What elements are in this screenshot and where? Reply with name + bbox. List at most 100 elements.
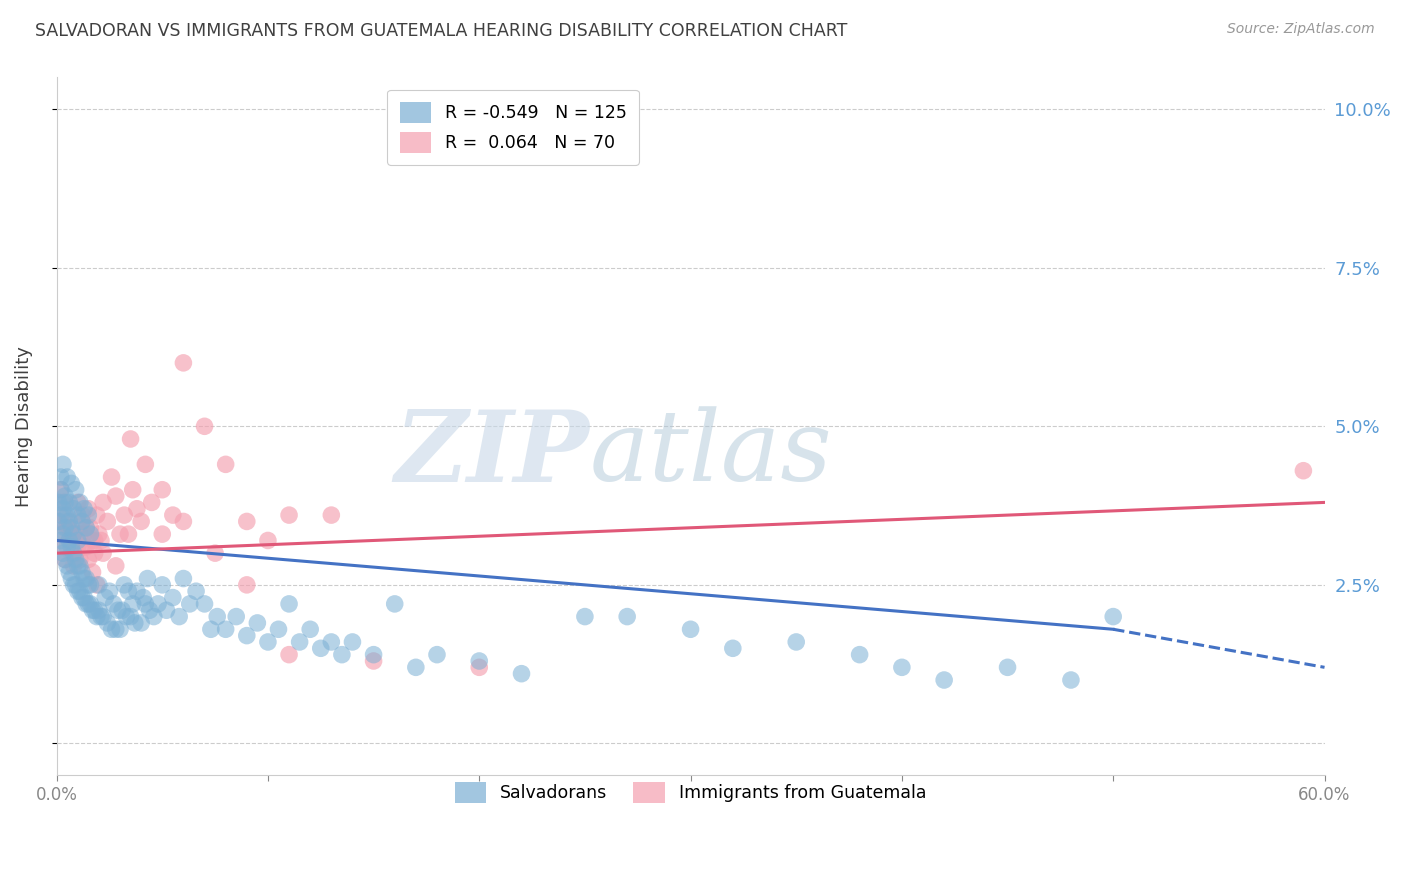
- Point: [48, 515, 70, 529]
- Point: [205, 609, 228, 624]
- Point: [60, 476, 83, 491]
- Point: [426, 648, 449, 662]
- Point: [785, 635, 807, 649]
- Point: [278, 648, 301, 662]
- Point: [69, 527, 91, 541]
- Point: [52, 546, 75, 560]
- Point: [79, 597, 101, 611]
- Point: [150, 527, 173, 541]
- Point: [58, 533, 80, 548]
- Point: [70, 515, 93, 529]
- Point: [56, 558, 79, 573]
- Point: [62, 578, 84, 592]
- Point: [82, 533, 104, 548]
- Point: [138, 603, 160, 617]
- Point: [108, 622, 131, 636]
- Point: [129, 615, 152, 630]
- Point: [179, 597, 201, 611]
- Point: [73, 527, 96, 541]
- Point: [172, 515, 194, 529]
- Point: [96, 515, 118, 529]
- Point: [574, 609, 596, 624]
- Point: [200, 622, 222, 636]
- Point: [49, 527, 72, 541]
- Text: Source: ZipAtlas.com: Source: ZipAtlas.com: [1227, 22, 1375, 37]
- Point: [121, 483, 143, 497]
- Point: [112, 508, 135, 522]
- Point: [60, 533, 83, 548]
- Point: [167, 609, 190, 624]
- Point: [108, 527, 131, 541]
- Point: [60, 540, 83, 554]
- Point: [134, 458, 156, 472]
- Point: [132, 591, 155, 605]
- Point: [69, 495, 91, 509]
- Point: [87, 603, 110, 617]
- Point: [679, 622, 702, 636]
- Point: [53, 489, 76, 503]
- Point: [75, 597, 97, 611]
- Point: [299, 622, 322, 636]
- Point: [155, 603, 177, 617]
- Point: [65, 552, 87, 566]
- Point: [342, 635, 364, 649]
- Point: [104, 622, 127, 636]
- Point: [204, 546, 226, 560]
- Point: [56, 515, 79, 529]
- Point: [117, 527, 139, 541]
- Point: [77, 552, 100, 566]
- Point: [468, 654, 491, 668]
- Point: [162, 508, 184, 522]
- Point: [267, 622, 290, 636]
- Point: [104, 558, 127, 573]
- Point: [405, 660, 427, 674]
- Point: [79, 527, 101, 541]
- Point: [91, 609, 114, 624]
- Point: [53, 552, 76, 566]
- Point: [172, 572, 194, 586]
- Point: [363, 654, 385, 668]
- Point: [120, 609, 142, 624]
- Point: [70, 565, 93, 579]
- Text: ZIP: ZIP: [394, 406, 589, 502]
- Point: [52, 527, 75, 541]
- Point: [278, 508, 301, 522]
- Point: [49, 470, 72, 484]
- Point: [848, 648, 870, 662]
- Point: [104, 489, 127, 503]
- Point: [146, 597, 169, 611]
- Point: [193, 597, 215, 611]
- Point: [150, 483, 173, 497]
- Point: [86, 508, 108, 522]
- Point: [70, 591, 93, 605]
- Point: [48, 495, 70, 509]
- Point: [141, 495, 163, 509]
- Point: [90, 609, 112, 624]
- Point: [86, 609, 108, 624]
- Point: [112, 578, 135, 592]
- Point: [65, 483, 87, 497]
- Point: [58, 565, 80, 579]
- Point: [87, 527, 110, 541]
- Point: [236, 578, 259, 592]
- Point: [53, 521, 76, 535]
- Point: [75, 572, 97, 586]
- Point: [66, 558, 89, 573]
- Point: [58, 521, 80, 535]
- Point: [98, 584, 121, 599]
- Point: [124, 615, 146, 630]
- Legend: Salvadorans, Immigrants from Guatemala: Salvadorans, Immigrants from Guatemala: [443, 770, 938, 815]
- Point: [278, 597, 301, 611]
- Point: [100, 470, 122, 484]
- Point: [890, 660, 912, 674]
- Point: [70, 508, 93, 522]
- Point: [75, 521, 97, 535]
- Point: [73, 591, 96, 605]
- Point: [77, 501, 100, 516]
- Point: [62, 501, 84, 516]
- Point: [62, 527, 84, 541]
- Point: [125, 501, 148, 516]
- Point: [58, 495, 80, 509]
- Point: [77, 578, 100, 592]
- Point: [86, 578, 108, 592]
